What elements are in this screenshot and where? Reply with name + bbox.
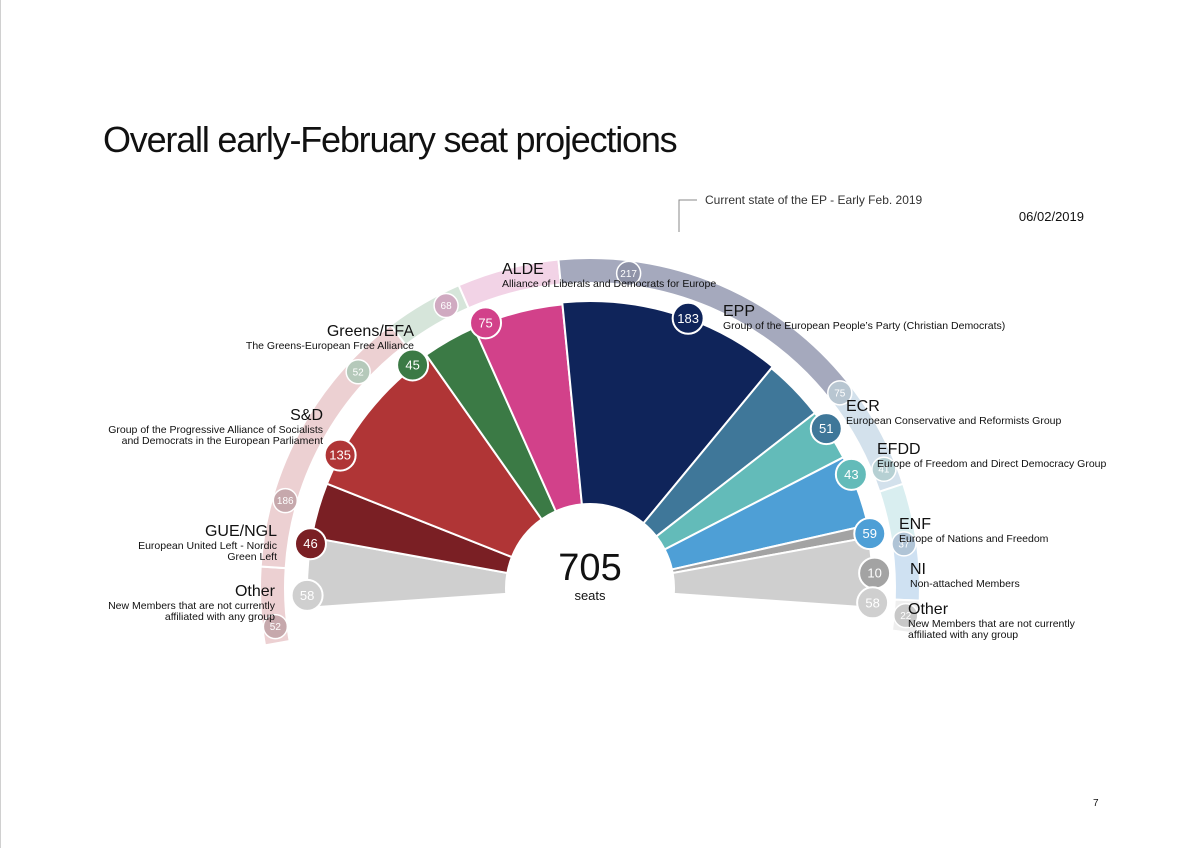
group-abbr-other_right: Other <box>908 601 949 618</box>
slide-title: Overall early-February seat projections <box>103 119 677 160</box>
ring-badge-label-efdd: 41 <box>878 465 890 476</box>
ring-badge-ecr <box>827 380 853 406</box>
slide-date: 06/02/2019 <box>1019 209 1084 224</box>
ring-badge-alde <box>433 292 459 319</box>
value-badge-label-enf: 59 <box>863 526 877 541</box>
total-seats-value: 705 <box>558 547 621 589</box>
ring-badge-label-other_left: 52 <box>270 622 282 633</box>
value-badge-gue_ngl <box>293 527 327 561</box>
group-name-enf: Europe of Nations and Freedom <box>899 533 1049 545</box>
group-name-s_d: Group of the Progressive Alliance of Soc… <box>108 424 323 447</box>
total-seats-unit: seats <box>574 588 606 603</box>
ring-badge-label-enf: 37 <box>898 539 910 550</box>
value-badge-label-other_left: 58 <box>300 588 314 603</box>
value-badge-label-efdd: 43 <box>844 467 858 482</box>
value-badge-enf <box>853 517 887 551</box>
ring-badge-label-s_d: 186 <box>277 496 294 507</box>
group-name-efdd: Europe of Freedom and Direct Democracy G… <box>877 458 1107 470</box>
current-state-label: Current state of the EP - Early Feb. 201… <box>705 193 923 207</box>
group-name-line-1: New Members that are not currently <box>908 618 1076 630</box>
value-badge-label-s_d: 135 <box>329 448 351 463</box>
value-badge-efdd <box>834 457 868 491</box>
group-name-greens_efa: The Greens-European Free Alliance <box>246 340 414 352</box>
ring-badge-other_right <box>893 602 919 629</box>
group-name-line-2: affiliated with any group <box>165 611 275 623</box>
page-number: 7 <box>1093 798 1099 809</box>
group-name-line-2: affiliated with any group <box>908 629 1018 641</box>
value-badge-alde <box>469 306 503 340</box>
value-badge-label-ecr: 51 <box>819 421 833 436</box>
ring-badge-label-greens_efa: 52 <box>353 367 365 378</box>
value-badge-epp <box>671 301 705 335</box>
group-abbr-alde: ALDE <box>502 261 544 278</box>
ring-badge-s_d <box>272 487 299 514</box>
value-badge-other_right <box>856 586 890 620</box>
ring-badge-enf <box>891 531 917 557</box>
group-abbr-ecr: ECR <box>846 398 880 415</box>
ring-badge-greens_efa <box>345 359 371 385</box>
value-badge-label-ni: 10 <box>867 566 881 581</box>
value-badge-label-greens_efa: 45 <box>405 357 419 372</box>
value-badge-label-other_right: 58 <box>865 595 879 610</box>
group-name-other_left: New Members that are not currently affili… <box>108 600 276 623</box>
group-name-alde: Alliance of Liberals and Democrats for E… <box>502 278 716 290</box>
value-badge-ecr <box>809 412 843 446</box>
group-abbr-gue_ngl: GUE/NGL <box>205 523 277 540</box>
ring-badge-label-other_right: 22 <box>900 611 912 622</box>
value-badge-label-alde: 75 <box>478 315 492 330</box>
value-badge-greens_efa <box>396 348 430 382</box>
group-name-ni: Non-attached Members <box>910 578 1020 590</box>
center-hole <box>506 504 674 588</box>
group-name-line-1: New Members that are not currently <box>108 600 276 612</box>
value-badge-label-gue_ngl: 46 <box>303 536 317 551</box>
group-abbr-greens_efa: Greens/EFA <box>327 323 414 340</box>
group-abbr-ni: NI <box>910 561 926 578</box>
group-name-other_right: New Members that are not currently affili… <box>908 618 1076 641</box>
ring-badge-other_left <box>262 613 289 640</box>
group-name-line-1: Group of the Progressive Alliance of Soc… <box>108 424 323 436</box>
group-name-gue_ngl: European United Left - Nordic Green Left <box>138 540 277 563</box>
current-state-leader-line <box>678 199 697 232</box>
slide-left-border <box>0 0 1 848</box>
value-badge-s_d <box>323 438 357 472</box>
ring-badge-epp <box>615 260 642 287</box>
group-abbr-epp: EPP <box>723 303 755 320</box>
group-name-line-1: European United Left - Nordic <box>138 540 277 552</box>
group-name-ecr: European Conservative and Reformists Gro… <box>846 415 1062 427</box>
value-badge-label-epp: 183 <box>677 311 699 326</box>
group-name-line-2: and Democrats in the European Parliament <box>122 435 323 447</box>
ring-badge-label-epp: 217 <box>620 269 637 280</box>
ring-badge-label-alde: 68 <box>441 301 453 312</box>
group-name-line-2: Green Left <box>227 551 277 563</box>
group-abbr-efdd: EFDD <box>877 441 921 458</box>
seat-badges: 52 186 52 68 217 75 41 37 22 58 46 135 45 75 183 51 43 59… <box>262 260 919 640</box>
projection-wedges <box>306 300 874 609</box>
group-abbr-enf: ENF <box>899 516 931 533</box>
group-name-epp: Group of the European People’s Party (Ch… <box>723 320 1005 332</box>
ring-badge-label-ecr: 75 <box>834 388 846 399</box>
group-abbr-other_left: Other <box>235 583 276 600</box>
value-badge-other_left <box>290 578 324 612</box>
ring-badge-efdd <box>871 456 897 482</box>
group-abbr-s_d: S&D <box>290 407 323 424</box>
